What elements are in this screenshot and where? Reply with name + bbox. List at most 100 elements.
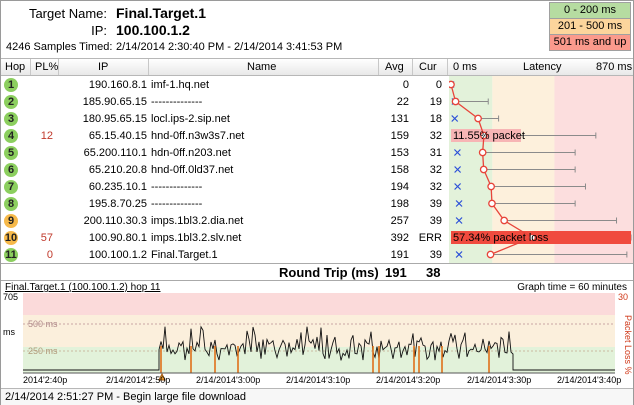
timeline-graph[interactable]: 500 ms 250 ms 705 ms 30 Packet Loss % 2014'2:4…	[1, 291, 633, 386]
legend-red: 501 ms and up	[549, 34, 631, 51]
hop-cur: ERR	[418, 232, 442, 244]
hop-number-badge: 9	[4, 214, 18, 228]
hop-row[interactable]: 8 195.8.70.25 -------------- 198 39	[1, 195, 449, 214]
graph-title[interactable]: Final.Target.1 (100.100.1.2) hop 11	[5, 282, 161, 293]
hop-row[interactable]: 11 0 100.100.1.2 Final.Target.1 191 39	[1, 246, 449, 265]
hop-ip: 65.200.110.1	[83, 147, 147, 159]
avg-point	[451, 97, 460, 106]
hop-avg: 158	[390, 164, 409, 176]
hop-number-badge: 5	[4, 146, 18, 160]
hop-number-badge: 8	[4, 197, 18, 211]
table-header: Hop PL% IP Name Avg Cur 0 ms Latency 870…	[1, 58, 633, 76]
hop-row[interactable]: 1 190.160.8.1 imf-1.hq.net 0 0	[1, 76, 449, 95]
hop-name: Final.Target.1	[151, 249, 218, 261]
hop-ip: 200.110.30.3	[83, 215, 147, 227]
packet-loss: 12	[40, 130, 53, 142]
current-marker	[455, 200, 463, 207]
hop-number-badge: 10	[4, 231, 18, 245]
x-tick-label: 2/14/2014'3:20p	[376, 375, 440, 385]
col-pl[interactable]: PL%	[35, 61, 59, 73]
hop-avg: 392	[390, 232, 409, 244]
legend-orange: 201 - 500 ms	[549, 18, 631, 35]
hop-avg: 198	[390, 198, 409, 210]
hop-avg: 131	[390, 113, 409, 125]
hop-row[interactable]: 6 65.210.20.8 hnd-0ff.0ld37.net 158 32	[1, 161, 449, 180]
latency-trace	[23, 325, 615, 371]
col-ip[interactable]: IP	[98, 61, 109, 73]
x-tick-label: 2/14/2014'2:50p	[106, 375, 170, 385]
status-bar: 2/14/2014 2:51:27 PM - Begin large file …	[1, 388, 633, 405]
loss-label-hop10: 57.34% packet loss	[453, 232, 549, 244]
loss-highlight	[451, 231, 631, 244]
hop-avg: 159	[390, 130, 409, 142]
hop-row[interactable]: 2 185.90.65.15 -------------- 22 19	[1, 93, 449, 112]
col-avg[interactable]: Avg	[385, 61, 404, 73]
hop-name: --------------	[151, 198, 203, 210]
current-marker	[455, 251, 463, 258]
x-tick-label: 2/14/2014'3:00p	[196, 375, 260, 385]
round-trip-cur: 38	[426, 265, 441, 280]
hop-ip: 190.160.8.1	[88, 79, 147, 91]
hop-row[interactable]: 3 180.95.65.15 locl.ips-2.sip.net 131 18	[1, 110, 449, 129]
avg-point	[486, 250, 495, 259]
col-name[interactable]: Name	[247, 61, 277, 73]
y-left-max: 705	[3, 292, 18, 302]
graph-zone-red	[23, 293, 615, 315]
hop-cur: 39	[429, 249, 442, 261]
hop-number-badge: 1	[4, 78, 18, 92]
hop-ip: 60.235.10.1	[88, 181, 147, 193]
current-marker	[451, 115, 459, 122]
hop-cur: 0	[435, 79, 442, 91]
samples-label: 4246 Samples Timed:	[6, 41, 113, 53]
avg-point	[480, 131, 488, 140]
col-cur[interactable]: Cur	[419, 61, 437, 73]
hop-ip: 185.90.65.15	[82, 96, 147, 108]
y-right-label: Packet Loss %	[623, 315, 633, 375]
col-hop[interactable]: Hop	[5, 61, 26, 73]
hop-ip: 100.100.1.2	[88, 249, 147, 261]
current-marker	[453, 149, 461, 156]
latency-title: Latency	[523, 61, 562, 73]
round-trip-avg: 191	[385, 265, 407, 280]
hop-avg: 194	[390, 181, 409, 193]
hop-row[interactable]: 4 12 65.15.40.15 hnd-0ff.n3w3s7.net 159 32	[1, 127, 449, 146]
hop-cur: 32	[429, 130, 442, 142]
avg-point	[488, 199, 496, 208]
latency-chart: 11.55% packet 57.34% packet loss	[449, 76, 633, 263]
ref-500-label: 500 ms	[28, 319, 58, 329]
legend-green: 0 - 200 ms	[549, 2, 631, 19]
hop-row[interactable]: 10 57 100.90.80.1 imps.1bl3.2.slv.net 392 ERR	[1, 229, 449, 248]
x-tick-label: 2/14/2014'3:40p	[557, 375, 621, 385]
target-name-value: Final.Target.1	[116, 5, 206, 21]
hop-number-badge: 11	[4, 248, 18, 262]
graph-time: Graph time = 60 minutes	[517, 282, 627, 293]
x-tick-label: 2/14/2014'3:30p	[467, 375, 531, 385]
avg-point	[474, 114, 482, 123]
hop-avg: 22	[396, 96, 409, 108]
hop-avg: 153	[390, 147, 409, 159]
latency-max: 870 ms	[596, 61, 633, 73]
hop-cur: 18	[429, 113, 442, 125]
current-marker	[455, 217, 463, 224]
hop-row[interactable]: 5 65.200.110.1 hdn-0ff.n203.net 153 31	[1, 144, 449, 163]
round-trip-label: Round Trip (ms)	[279, 265, 379, 280]
x-tick-label: 2/14/2014'3:10p	[286, 375, 350, 385]
hop-name: hnd-0ff.0ld37.net	[151, 164, 234, 176]
hop-ip: 65.210.20.8	[88, 164, 147, 176]
ref-250-label: 250 ms	[28, 346, 58, 356]
hop-row[interactable]: 9 200.110.30.3 imps.1bl3.2.dia.net 257 39	[1, 212, 449, 231]
hop-name: hnd-0ff.n3w3s7.net	[151, 130, 245, 142]
hop-avg: 257	[390, 215, 409, 227]
hop-row[interactable]: 7 60.235.10.1 -------------- 194 32	[1, 178, 449, 197]
ip-value: 100.100.1.2	[116, 22, 190, 38]
y-left-unit: ms	[3, 327, 15, 337]
hop-avg: 0	[402, 79, 409, 91]
hop-ip: 65.15.40.15	[88, 130, 147, 142]
hop-name: imps.1bl3.2.dia.net	[151, 215, 244, 227]
hop-cur: 39	[429, 198, 442, 210]
current-marker	[454, 183, 462, 190]
hop-cur: 19	[429, 96, 442, 108]
hop-cur: 32	[429, 164, 442, 176]
hop-name: imf-1.hq.net	[151, 79, 210, 91]
avg-point	[487, 182, 495, 191]
